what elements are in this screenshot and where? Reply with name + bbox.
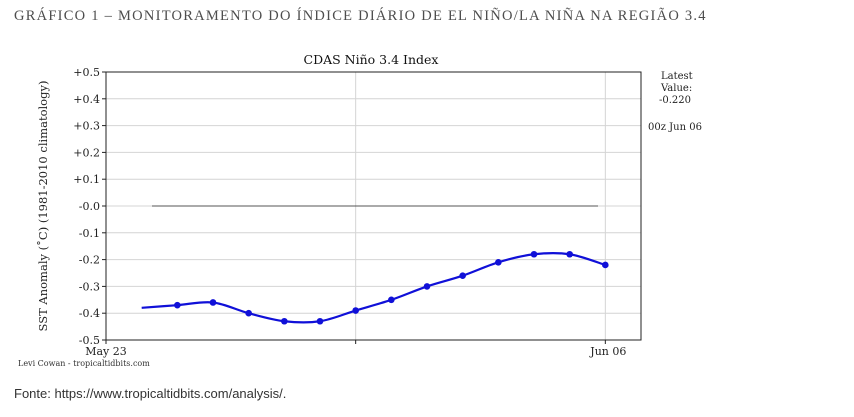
- latest-label-1: Latest: [661, 71, 693, 82]
- data-point: [352, 307, 359, 314]
- y-tick-label: +0.5: [73, 66, 100, 79]
- y-tick-label: -0.0: [79, 200, 100, 213]
- x-tick-label: May 23: [85, 345, 127, 358]
- figure-source: Fonte: https://www.tropicaltidbits.com/a…: [14, 386, 287, 401]
- data-point: [316, 317, 324, 325]
- data-point: [209, 299, 217, 306]
- y-tick-label: -0.1: [79, 227, 100, 240]
- y-tick-label: -0.4: [79, 307, 100, 320]
- y-tick-label: -0.3: [79, 280, 100, 293]
- latest-value: -0.220: [659, 95, 691, 106]
- chart-title: CDAS Niño 3.4 Index: [304, 52, 439, 67]
- latest-label-2: Value:: [660, 83, 692, 94]
- data-point: [423, 283, 431, 290]
- figure-heading: GRÁFICO 1 – MONITORAMENTO DO ÍNDICE DIÁR…: [14, 8, 707, 24]
- data-point: [174, 301, 181, 309]
- tick-layer: +0.5 +0.4 +0.3 +0.2 +0.1 -0.0 -0.1 -0.2 -0.3 -0.4…: [73, 66, 626, 358]
- y-tick-label: +0.1: [73, 173, 100, 186]
- grid-layer: [106, 72, 641, 340]
- y-tick-label: -0.2: [79, 254, 100, 267]
- data-point: [566, 250, 573, 258]
- credit-text: Levi Cowan - tropicaltidbits.com: [18, 359, 150, 368]
- y-axis-label: SST Anomaly (˚C) (1981-2010 climatology): [36, 81, 50, 332]
- y-tick-label: +0.2: [73, 146, 100, 159]
- data-point: [602, 261, 609, 269]
- y-tick-label: -0.5: [79, 334, 100, 347]
- data-point: [459, 272, 466, 279]
- data-point: [281, 317, 288, 325]
- data-point: [388, 296, 395, 304]
- x-tick-label: Jun 06: [589, 345, 626, 358]
- series-layer: [141, 250, 609, 325]
- data-point: [530, 250, 538, 258]
- y-tick-label: +0.3: [73, 120, 100, 133]
- y-tick-label: +0.4: [73, 93, 100, 106]
- data-point: [245, 309, 252, 317]
- data-point: [495, 258, 502, 266]
- series-line: [141, 251, 606, 324]
- latest-timestamp: 00z Jun 06: [648, 122, 702, 133]
